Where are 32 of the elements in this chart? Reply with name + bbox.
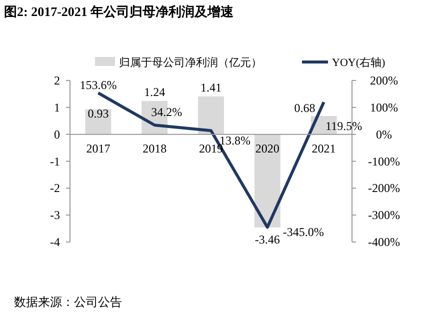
y-tick-label: -2 xyxy=(50,181,60,196)
y2-tick-label: 0% xyxy=(376,127,392,142)
chart-title: 图2: 2017-2021 年公司归母净利润及增速 xyxy=(4,4,235,19)
data-label: 0.68 xyxy=(294,101,316,116)
data-label: 119.5% xyxy=(326,119,362,134)
source-note: 数据来源：公司公告 xyxy=(14,295,122,309)
y2-tick-label: -400% xyxy=(368,235,400,249)
y2-tick-label: 200% xyxy=(370,74,398,88)
data-label: -345.0% xyxy=(282,225,324,240)
x-tick-label: 2020 xyxy=(255,141,280,156)
x-tick-label: 2017 xyxy=(86,141,110,156)
data-label: 1.41 xyxy=(200,80,222,94)
y-tick-label: -4 xyxy=(50,235,60,249)
legend-label: 归属于母公司净利润（亿元） xyxy=(119,56,262,69)
data-label: 34.2% xyxy=(151,105,182,120)
y-tick-label: -1 xyxy=(50,154,60,168)
y-tick-label: 1 xyxy=(54,100,60,114)
y-tick-label: -3 xyxy=(50,208,60,222)
x-tick-label: 2021 xyxy=(312,141,336,156)
x-tick-label: 2018 xyxy=(142,141,167,156)
data-label: -3.46 xyxy=(254,232,280,246)
y2-tick-label: -200% xyxy=(368,181,400,196)
y-tick-label: 0 xyxy=(54,127,60,142)
data-label: 0.93 xyxy=(88,106,109,120)
legend-label: YOY(右轴) xyxy=(332,56,386,69)
y-tick-label: 2 xyxy=(54,74,60,88)
data-label: 153.6% xyxy=(80,78,117,92)
bar xyxy=(198,96,224,134)
y2-tick-label: 100% xyxy=(370,100,398,114)
y2-tick-label: -300% xyxy=(368,208,400,222)
data-label: 1.24 xyxy=(144,84,166,99)
y2-tick-label: -100% xyxy=(368,154,400,168)
